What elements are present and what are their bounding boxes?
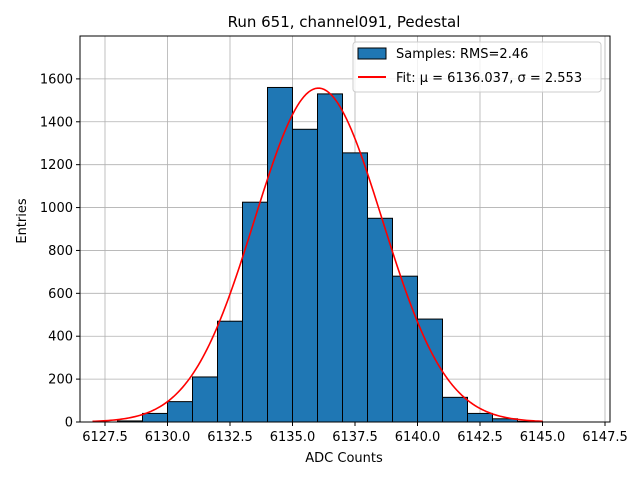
histogram-bar (192, 376, 218, 423)
histogram-bar (442, 396, 468, 423)
histogram-bar (342, 152, 368, 423)
plot-frame (79, 35, 611, 423)
x-tick-label: 6147.5 (582, 430, 628, 445)
fit-curve-group (92, 87, 543, 423)
histogram-bar (417, 318, 443, 423)
y-tick-label: 0 (65, 416, 73, 431)
histogram-bars (117, 86, 543, 423)
legend-fit-label: Fit: μ = 6136.037, σ = 2.553 (396, 71, 582, 86)
x-tick-label: 6145.0 (520, 430, 566, 445)
histogram-bar (267, 86, 293, 423)
x-axis-label: ADC Counts (305, 451, 383, 466)
y-tick-label: 200 (48, 373, 73, 388)
y-tick-label: 1000 (40, 201, 73, 216)
fit-curve (92, 87, 543, 423)
legend: Samples: RMS=2.46 Fit: μ = 6136.037, σ =… (352, 41, 602, 93)
histogram-bar (367, 217, 393, 423)
histogram-bar (292, 128, 318, 423)
y-axis-ticks: 0 200 400 600 800 1000 1200 1400 1600 (40, 72, 80, 431)
x-tick-label: 6127.5 (82, 430, 128, 445)
legend-histogram-label: Samples: RMS=2.46 (396, 47, 528, 62)
y-axis-label: Entries (15, 198, 30, 244)
y-tick-label: 1200 (40, 158, 73, 173)
histogram-bar (392, 275, 418, 423)
x-tick-label: 6130.0 (145, 430, 191, 445)
x-tick-label: 6140.0 (395, 430, 441, 445)
y-tick-label: 1400 (40, 115, 73, 130)
histogram-bar (467, 412, 493, 423)
x-tick-label: 6132.5 (207, 430, 253, 445)
histogram-bar (317, 93, 343, 423)
histogram-bar (242, 201, 268, 423)
histogram-bar (217, 320, 243, 423)
x-tick-label: 6135.0 (270, 430, 316, 445)
y-tick-label: 800 (48, 244, 73, 259)
x-tick-label: 6137.5 (332, 430, 378, 445)
histogram-bar (167, 401, 193, 423)
y-tick-label: 400 (48, 330, 73, 345)
y-tick-label: 1600 (40, 72, 73, 87)
y-tick-label: 600 (48, 287, 73, 302)
legend-histogram-swatch (357, 47, 387, 60)
legend-box (352, 41, 602, 93)
x-tick-label: 6142.5 (457, 430, 503, 445)
x-axis-ticks: 6127.5 6130.0 6132.5 6135.0 6137.5 6140.0 6142… (82, 422, 628, 445)
chart-title: Run 651, channel091, Pedestal (228, 13, 461, 31)
histogram-bar (142, 412, 168, 423)
